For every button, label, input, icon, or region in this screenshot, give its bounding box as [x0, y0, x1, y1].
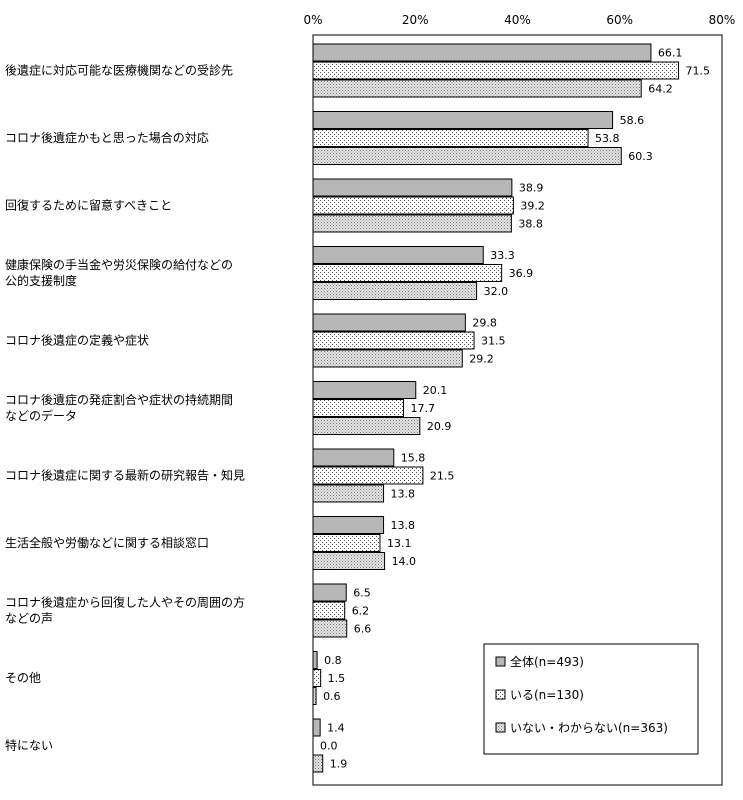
data-label: 6.2: [352, 605, 370, 618]
data-label: 29.8: [472, 317, 497, 330]
category-label: 生活全般や労働などに関する相談窓口: [5, 535, 209, 550]
data-label: 31.5: [481, 335, 506, 348]
data-label: 6.6: [354, 623, 372, 636]
legend-label: いる(n=130): [510, 688, 584, 702]
bar: [312, 313, 466, 332]
bar: [312, 61, 680, 80]
x-tick-label: 20%: [402, 13, 429, 27]
data-label: 13.8: [391, 519, 416, 532]
category-label: 回復するために留意すべきこと: [5, 198, 172, 213]
bar: [312, 111, 614, 129]
data-label: 38.9: [519, 182, 544, 195]
bar: [312, 399, 404, 417]
category-label: その他: [5, 671, 41, 685]
data-label: 20.1: [423, 384, 448, 397]
bar: [312, 282, 478, 300]
bar: [312, 178, 513, 197]
data-label: 38.8: [518, 218, 543, 231]
category-label: コロナ後遺症の定義や症状: [5, 333, 149, 348]
data-label: 0.6: [323, 690, 341, 703]
bar: [312, 79, 642, 98]
data-label: 32.0: [484, 285, 509, 298]
bar: [312, 687, 317, 705]
data-label: 6.5: [353, 587, 371, 600]
legend-swatch: [495, 722, 506, 733]
bar: [312, 754, 324, 773]
category-label: コロナ後遺症の発症割合や症状の持続期間などのデータ: [5, 392, 233, 423]
x-tick-label: 80%: [709, 13, 736, 27]
category-label: コロナ後遺症かもと思った場合の対応: [5, 130, 209, 145]
category-label: コロナ後遺症に関する最新の研究報告・知見: [5, 468, 245, 483]
data-label: 33.3: [490, 249, 514, 262]
bar: [312, 246, 484, 264]
bar: [312, 196, 514, 215]
data-label: 0.8: [324, 654, 342, 667]
data-label: 53.8: [595, 132, 620, 145]
bar: [312, 484, 385, 503]
legend: 全体(n=493) いる(n=130) いない・わからない(n=363): [483, 643, 699, 755]
bar: [312, 669, 322, 687]
data-label: 71.5: [686, 65, 711, 78]
data-label: 58.6: [620, 114, 645, 127]
bar: [312, 264, 503, 282]
x-tick-label: 0%: [303, 13, 322, 27]
data-label: 60.3: [628, 150, 653, 163]
bar: [312, 583, 347, 602]
legend-label: いない・わからない(n=363): [510, 721, 668, 735]
category-label: 健康保険の手当金や労災保険の給付などの公的支援制度: [5, 257, 233, 288]
bar: [312, 129, 589, 147]
category-labels: 後遺症に対応可能な医療機関などの受診先コロナ後遺症かもと思った場合の対応回復する…: [5, 63, 245, 753]
x-tick-label: 60%: [606, 13, 633, 27]
legend-label: 全体(n=493): [510, 654, 584, 669]
data-label: 20.9: [427, 420, 452, 433]
data-label: 13.1: [387, 537, 412, 550]
category-label: 後遺症に対応可能な医療機関などの受診先: [5, 63, 233, 78]
data-label: 17.7: [410, 402, 435, 415]
bar: [312, 619, 348, 638]
bar: [312, 516, 385, 534]
data-label: 36.9: [509, 267, 534, 280]
data-labels: 66.1 58.6 38.9 33.3 29.8 20.1 15.8 13.8 6.5 0.8 1.…: [320, 47, 710, 771]
data-label: 39.2: [520, 200, 545, 213]
x-axis-ticks: 0% 20% 40% 60% 80%: [303, 13, 735, 27]
bar: [312, 417, 421, 435]
data-label: 21.5: [430, 470, 455, 483]
data-label: 13.8: [391, 488, 416, 501]
bar: [312, 718, 321, 737]
bar: [312, 552, 386, 570]
bar: [312, 601, 346, 620]
legend-swatch: [495, 689, 506, 700]
bar: [312, 466, 424, 485]
legend-swatch: [495, 656, 506, 667]
data-label: 1.4: [327, 722, 345, 735]
data-label: 15.8: [401, 452, 426, 465]
category-label: コロナ後遺症から回復した人やその周囲の方などの声: [5, 595, 245, 626]
data-label: 66.1: [658, 47, 683, 60]
data-label: 1.9: [330, 758, 348, 771]
bar: [312, 331, 475, 350]
bar: [312, 349, 463, 368]
bar: [312, 448, 395, 467]
bar: [312, 43, 652, 62]
data-label: 14.0: [392, 555, 417, 568]
category-label: 特にない: [5, 738, 53, 753]
bars: [312, 43, 680, 773]
bar: [312, 147, 622, 165]
data-label: 0.0: [320, 740, 338, 753]
bar: [312, 214, 512, 233]
data-label: 29.2: [469, 353, 494, 366]
bar: [312, 651, 318, 669]
data-label: 1.5: [328, 672, 346, 685]
x-tick-label: 40%: [504, 13, 531, 27]
bar: [312, 534, 381, 552]
data-label: 64.2: [648, 83, 673, 96]
bar: [312, 381, 417, 399]
legend-box: [483, 643, 699, 755]
